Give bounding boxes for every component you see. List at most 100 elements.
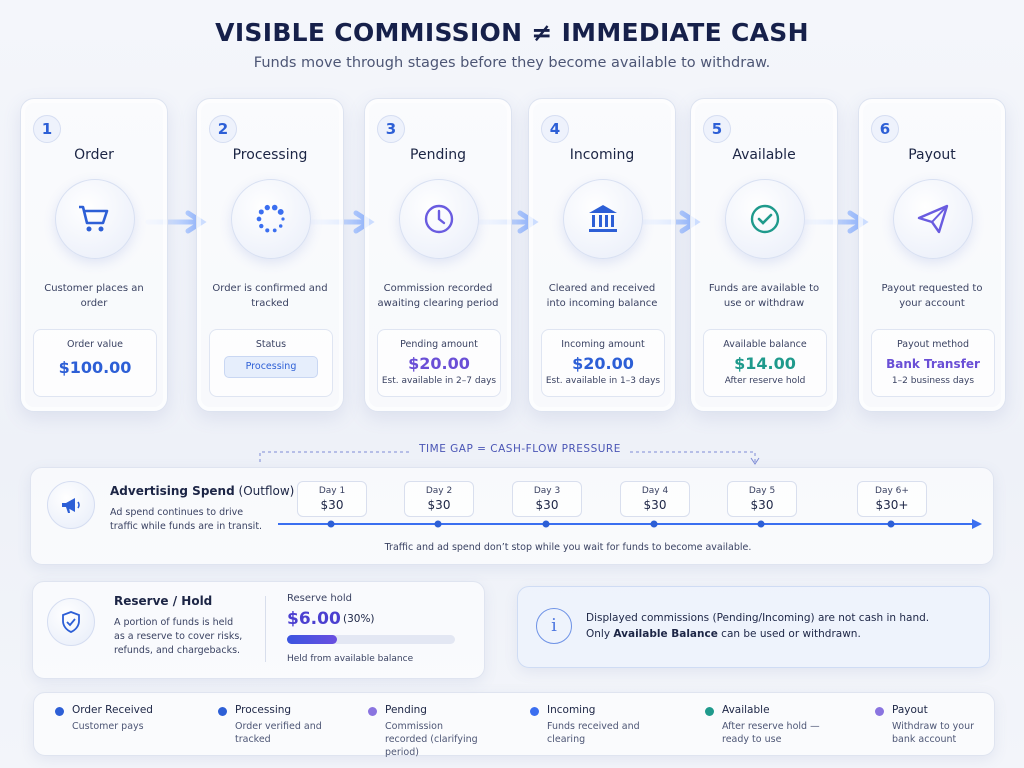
legend-label: Pending [385, 704, 427, 716]
legend-panel [33, 692, 995, 756]
box-value: $14.00 [734, 354, 796, 373]
day-box: Day 1 $30 [297, 481, 367, 517]
icon-glyph [917, 204, 949, 234]
day-box: Day 5 $30 [727, 481, 797, 517]
legend-label: Order Received [72, 704, 153, 716]
legend-description: Withdraw to your bank account [892, 721, 975, 745]
stage-card: 2 Processing Order is confirmed and tracke… [196, 98, 344, 412]
stage-box: Payout method Bank Transfer 1–2 business d… [871, 329, 995, 397]
advertising-title: Advertising Spend [110, 484, 235, 498]
stage-box: Status Processing [209, 329, 333, 397]
legend-description: Order verified and tracked [235, 721, 322, 745]
legend-description: Funds received and clearing [547, 721, 640, 745]
stage-icon [893, 179, 973, 259]
stage-title: Pending [410, 147, 466, 163]
legend-label: Processing [235, 704, 292, 716]
icon-glyph [750, 204, 780, 234]
box-value: $20.00 [408, 354, 470, 373]
legend-dot [530, 707, 539, 716]
legend-description: Customer pays [72, 721, 144, 732]
legend-description: Commission recorded (clarifying period) [385, 721, 478, 758]
stage-card: 4 Incoming Cleared and received into incom… [528, 98, 676, 412]
legend-label: Payout [892, 704, 928, 716]
box-label: Order value [67, 339, 123, 350]
info-icon: i [536, 608, 572, 644]
legend-label: Available [722, 704, 770, 716]
stage-title: Processing [232, 147, 308, 163]
stage-description: Payout requested to your account [881, 283, 983, 309]
stage-icon [563, 179, 643, 259]
day-label: Day 4 [641, 486, 669, 496]
box-label: Status [255, 339, 287, 350]
advertising-description: Ad spend continues to drive traffic whil… [110, 507, 263, 532]
timeline-dot [887, 520, 895, 528]
day-label: Day 2 [425, 486, 453, 496]
legend-label: Incoming [547, 704, 596, 716]
box-label: Pending amount [400, 339, 478, 350]
stage-title: Available [732, 147, 796, 163]
info-text: Only [586, 628, 614, 640]
stage-card: 3 Pending Commission recorded awaiting cle… [364, 98, 512, 412]
box-label: Available balance [723, 339, 807, 350]
day-value: $30+ [875, 498, 909, 512]
day-box: Day 3 $30 [512, 481, 582, 517]
stage-description: Cleared and received into incoming balan… [546, 283, 658, 309]
stage-icon [725, 179, 805, 259]
icon-glyph [589, 205, 617, 232]
legend-description: After reserve hold — ready to use [722, 721, 820, 745]
stage-description: Funds are available to use or withdraw [708, 283, 820, 309]
timeline-dot [327, 520, 335, 528]
timeline-dot [650, 520, 658, 528]
day-box: Day 2 $30 [404, 481, 474, 517]
day-value: $30 [750, 498, 774, 512]
icon-glyph [256, 204, 285, 233]
box-note: Est. available in 1–3 days [545, 376, 661, 386]
stage-description: Customer places an order [44, 283, 144, 309]
day-box: Day 6+ $30+ [857, 481, 927, 517]
timeline-dot [542, 520, 550, 528]
legend-dot [218, 707, 227, 716]
progress-track [287, 635, 455, 644]
info-line1: Displayed commissions (Pending/Incoming)… [586, 612, 930, 624]
reserve-hold-label: Reserve hold [287, 593, 352, 604]
legend-dot [55, 707, 64, 716]
gap-bracket [259, 451, 756, 462]
stage-box: Pending amount $20.00 Est. available in 2–… [377, 329, 501, 397]
time-gap: TIME GAP = CASH-FLOW PRESSURE [419, 443, 621, 455]
shield-icon [47, 598, 95, 646]
stage-card: 5 Available Funds are available to use or … [690, 98, 838, 412]
icon-glyph [79, 205, 109, 232]
reserve-title: Reserve / Hold [114, 594, 213, 608]
info-text: can be used or withdrawn. [717, 628, 861, 640]
box-note: After reserve hold [724, 376, 806, 386]
reserve-percent: (30%) [343, 613, 375, 625]
stage-card: 6 Payout Payout requested to your account P… [858, 98, 1006, 412]
stage-number: 2 [209, 115, 237, 143]
stage-icon [55, 179, 135, 259]
title: VISIBLE COMMISSION ≠ IMMEDIATE CASH [215, 18, 809, 47]
box-label: Incoming amount [561, 339, 645, 350]
stage-description: Order is confirmed and tracked [212, 283, 328, 309]
stage-box: Incoming amount $20.00 Est. available in 1… [541, 329, 665, 397]
day-label: Day 6+ [875, 486, 909, 496]
stage-icon [231, 179, 311, 259]
reserve-note: Held from available balance [287, 654, 414, 664]
box-note: Est. available in 2–7 days [381, 376, 497, 386]
status-pill: Processing [224, 356, 318, 378]
stage-title: Payout [908, 147, 956, 163]
day-value: $30 [320, 498, 344, 512]
gap-arrow [750, 457, 760, 465]
box-value: $100.00 [58, 358, 132, 377]
advertising-note: Traffic and ad spend don’t stop while yo… [384, 542, 752, 553]
stage-box: Available balance $14.00 After reserve hol… [703, 329, 827, 397]
day-label: Day 1 [318, 486, 346, 496]
stage-number: 5 [703, 115, 731, 143]
reserve-description: A portion of funds is held as a reserve … [114, 617, 243, 656]
stage-description: Commission recorded awaiting clearing pe… [377, 283, 499, 309]
legend-dot [368, 707, 377, 716]
day-box: Day 4 $30 [620, 481, 690, 517]
divider [265, 596, 266, 662]
icon-glyph [424, 204, 454, 234]
